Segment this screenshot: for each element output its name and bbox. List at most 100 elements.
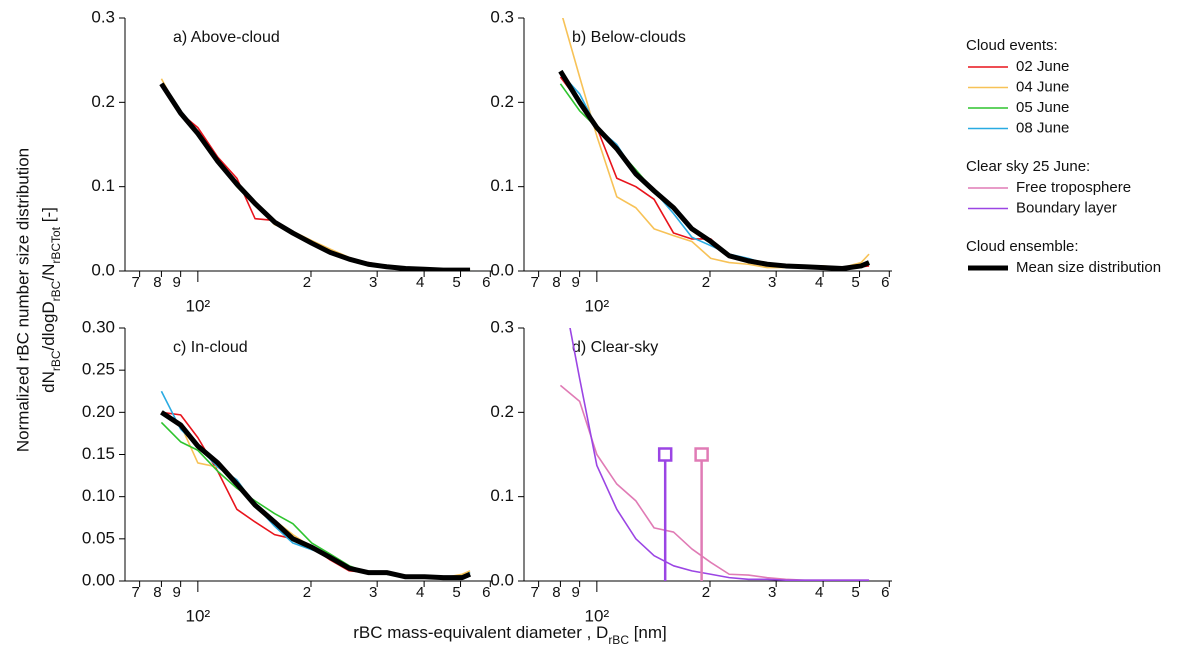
series-line (160, 421, 471, 579)
x-tick-label: 7 (530, 274, 538, 291)
y-tick-label: 0.1 (490, 176, 514, 195)
x-tick-label: 9 (571, 584, 579, 601)
x-tick-label: 4 (815, 584, 823, 601)
y-tick-label: 0.0 (490, 570, 514, 589)
panel-title: d) Clear-sky (572, 339, 658, 356)
y-tick-label: 0.30 (82, 317, 115, 336)
subscript: rBC (608, 633, 629, 647)
series-line (161, 411, 471, 579)
x-tick-label: 9 (172, 584, 180, 601)
y-axis-title: dNrBC/dlogDrBC/NrBCTot [-] (39, 207, 63, 393)
x-tick-label: 2 (702, 274, 710, 291)
legend-group-title: Clear sky 25 June: (966, 158, 1090, 175)
marker-square (694, 447, 709, 462)
y-tick-label: 0.1 (91, 176, 115, 195)
series-line (559, 76, 870, 270)
series-line (160, 78, 471, 271)
panel-title: a) Above-cloud (173, 29, 280, 46)
x-tick-label: 8 (552, 584, 560, 601)
x-tick-label: 2 (702, 584, 710, 601)
legend-group-title: Cloud events: (966, 37, 1058, 54)
x-tick-label: 6 (482, 274, 490, 291)
x-tick-label: 5 (851, 274, 859, 291)
y-tick-label: 0.3 (91, 7, 115, 26)
series-line (559, 72, 870, 270)
label-part: dN (39, 371, 58, 393)
x-tick-label: 10² (585, 606, 610, 625)
legend-label: Mean size distribution (1016, 259, 1161, 276)
x-tick-label: 9 (571, 274, 579, 291)
x-tick-label: 5 (851, 584, 859, 601)
series-line (559, 83, 870, 270)
subscript: rBC (49, 350, 63, 371)
x-tick-label: 8 (552, 274, 560, 291)
y-tick-label: 0.0 (91, 260, 115, 279)
label-part: [nm] (629, 623, 667, 642)
plot-area (159, 78, 471, 271)
series-line (569, 328, 870, 581)
series-line (159, 82, 471, 271)
x-tick-label: 5 (452, 274, 460, 291)
x-tick-label: 9 (172, 274, 180, 291)
label-part: [-] (39, 207, 58, 227)
x-tick-label: 8 (153, 584, 161, 601)
series-line (559, 384, 870, 581)
x-tick-label: 2 (303, 584, 311, 601)
label-part: rBC mass-equivalent diameter , D (353, 623, 608, 642)
x-tick-label: 7 (530, 584, 538, 601)
series-line (161, 413, 471, 579)
legend-label: Free troposphere (1016, 179, 1131, 196)
legend-label: 02 June (1016, 58, 1069, 75)
legend-label: 08 June (1016, 119, 1069, 136)
y-tick-label: 0.3 (490, 7, 514, 26)
plot-area (558, 18, 871, 271)
x-tick-label: 6 (881, 274, 889, 291)
x-axis-title: rBC mass-equivalent diameter , DrBC [nm] (353, 623, 667, 647)
x-tick-label: 8 (153, 274, 161, 291)
y-tick-label: 0.15 (82, 444, 115, 463)
y-axis-title: Normalized rBC number size distribution (13, 148, 32, 452)
y-tick-label: 0.25 (82, 360, 115, 379)
legend-group-title: Cloud ensemble: (966, 238, 1079, 255)
legend-label: 04 June (1016, 78, 1069, 95)
subscript: rBCTot (49, 226, 63, 263)
y-tick-label: 0.2 (490, 402, 514, 421)
x-tick-label: 4 (815, 274, 823, 291)
panel-title: c) In-cloud (173, 339, 248, 356)
x-tick-label: 3 (768, 584, 776, 601)
series-line (160, 410, 472, 581)
marker-square (657, 447, 673, 462)
y-tick-label: 0.2 (91, 92, 115, 111)
legend-label: Boundary layer (1016, 199, 1117, 216)
x-tick-label: 6 (881, 584, 889, 601)
y-tick-label: 0.05 (82, 528, 115, 547)
x-tick-label: 3 (369, 274, 377, 291)
subscript: rBC (49, 280, 63, 301)
x-tick-label: 7 (131, 274, 139, 291)
y-tick-label: 0.00 (82, 570, 115, 589)
y-tick-label: 0.2 (490, 92, 514, 111)
x-tick-label: 10² (186, 606, 211, 625)
x-tick-label: 4 (416, 584, 424, 601)
y-tick-label: 0.10 (82, 486, 115, 505)
plot-area (160, 390, 472, 581)
x-tick-label: 3 (768, 274, 776, 291)
panel-title: b) Below-clouds (572, 29, 686, 46)
x-tick-label: 6 (482, 584, 490, 601)
x-tick-label: 10² (186, 296, 211, 315)
x-tick-label: 3 (369, 584, 377, 601)
label-part: /dlogD (39, 301, 58, 350)
x-tick-label: 2 (303, 274, 311, 291)
y-tick-label: 0.0 (490, 260, 514, 279)
x-tick-label: 4 (416, 274, 424, 291)
x-tick-label: 5 (452, 584, 460, 601)
x-tick-label: 7 (131, 584, 139, 601)
label-part: /N (39, 264, 58, 281)
y-tick-label: 0.20 (82, 402, 115, 421)
series-line (558, 69, 871, 271)
plot-area (559, 328, 870, 581)
legend-label: 05 June (1016, 99, 1069, 116)
x-tick-label: 10² (585, 296, 610, 315)
